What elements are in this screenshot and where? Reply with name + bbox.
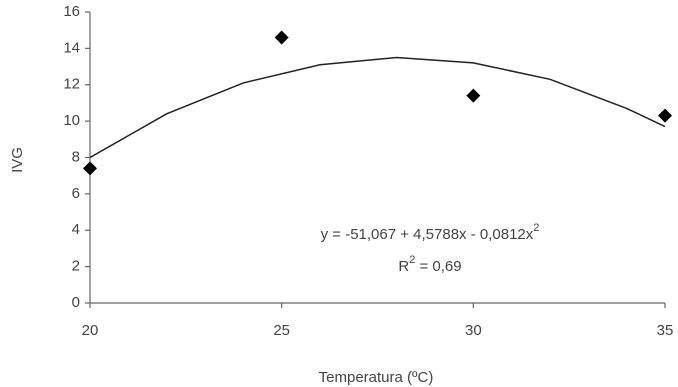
- data-point: [274, 30, 289, 45]
- y-tick-label: 4: [72, 221, 80, 238]
- y-tick-label: 16: [63, 3, 80, 20]
- x-tick-label: 20: [82, 322, 99, 339]
- annotation: y = -51,067 + 4,5788x - 0,0812x2: [321, 222, 540, 243]
- y-tick-label: 6: [72, 185, 80, 202]
- x-tick-label: 25: [273, 322, 290, 339]
- y-axis-title: IVG: [9, 147, 26, 173]
- x-axis-title: Temperatura (ºC): [319, 369, 434, 386]
- y-tick-label: 10: [63, 112, 80, 129]
- superscript: 2: [533, 222, 539, 234]
- y-tick-label: 2: [72, 258, 80, 275]
- y-tick-label: 0: [72, 294, 80, 311]
- superscript: 2: [409, 254, 415, 266]
- data-point: [83, 161, 97, 176]
- x-tick-label: 30: [465, 322, 482, 339]
- x-tick-label: 35: [657, 322, 674, 339]
- data-point: [658, 108, 672, 123]
- annotation: R2 = 0,69: [398, 254, 461, 275]
- annotation-text: R: [398, 258, 409, 275]
- fit-curve: [89, 56, 666, 159]
- y-tick-label: 14: [63, 39, 80, 56]
- annotation-text: = 0,69: [415, 258, 461, 275]
- y-tick-label: 12: [63, 76, 80, 93]
- data-point: [466, 88, 481, 103]
- y-tick-label: 8: [72, 148, 80, 165]
- annotation-text: y = -51,067 + 4,5788x - 0,0812x: [321, 226, 534, 243]
